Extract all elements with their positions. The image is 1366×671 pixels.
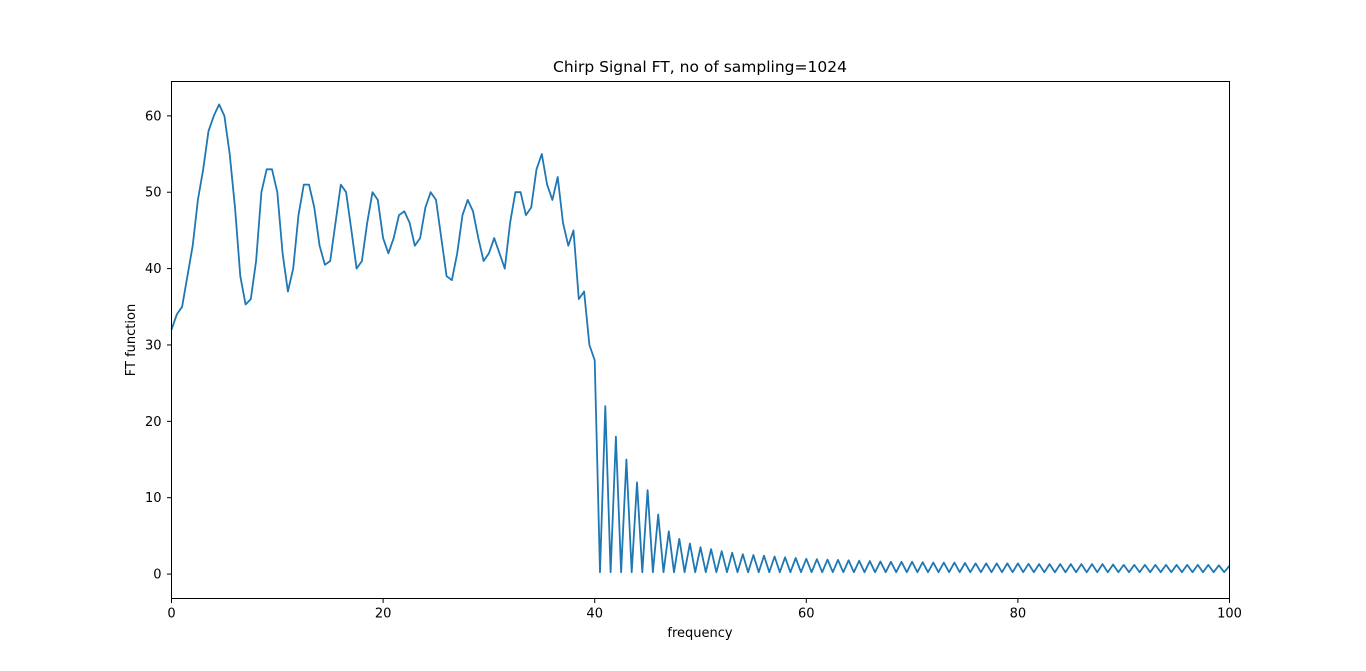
x-tick-label: 20 (375, 607, 392, 622)
x-axis: 0 20 40 60 80 100 (167, 598, 1242, 622)
y-tick-label: 40 (145, 262, 162, 277)
y-tick-label: 60 (145, 109, 162, 124)
y-tick-label: 50 (145, 186, 162, 201)
series-line (170, 103, 1231, 574)
y-tick-label: 10 (145, 491, 162, 506)
y-axis-label: FT function (124, 304, 139, 376)
x-tick-label: 100 (1217, 607, 1242, 622)
y-axis: 0 10 20 30 40 50 60 (145, 109, 172, 583)
x-tick-label: 80 (1010, 607, 1027, 622)
x-tick-label: 40 (586, 607, 603, 622)
chart-title: Chirp Signal FT, no of sampling=1024 (553, 58, 847, 76)
y-tick-label: 30 (145, 338, 162, 353)
plot-area (170, 81, 1231, 599)
axes-frame (171, 81, 1230, 599)
y-tick-label: 20 (145, 415, 162, 430)
x-tick-label: 0 (167, 607, 175, 622)
x-tick-label: 60 (798, 607, 815, 622)
y-tick-label: 0 (153, 568, 161, 583)
x-axis-label: frequency (667, 626, 733, 641)
